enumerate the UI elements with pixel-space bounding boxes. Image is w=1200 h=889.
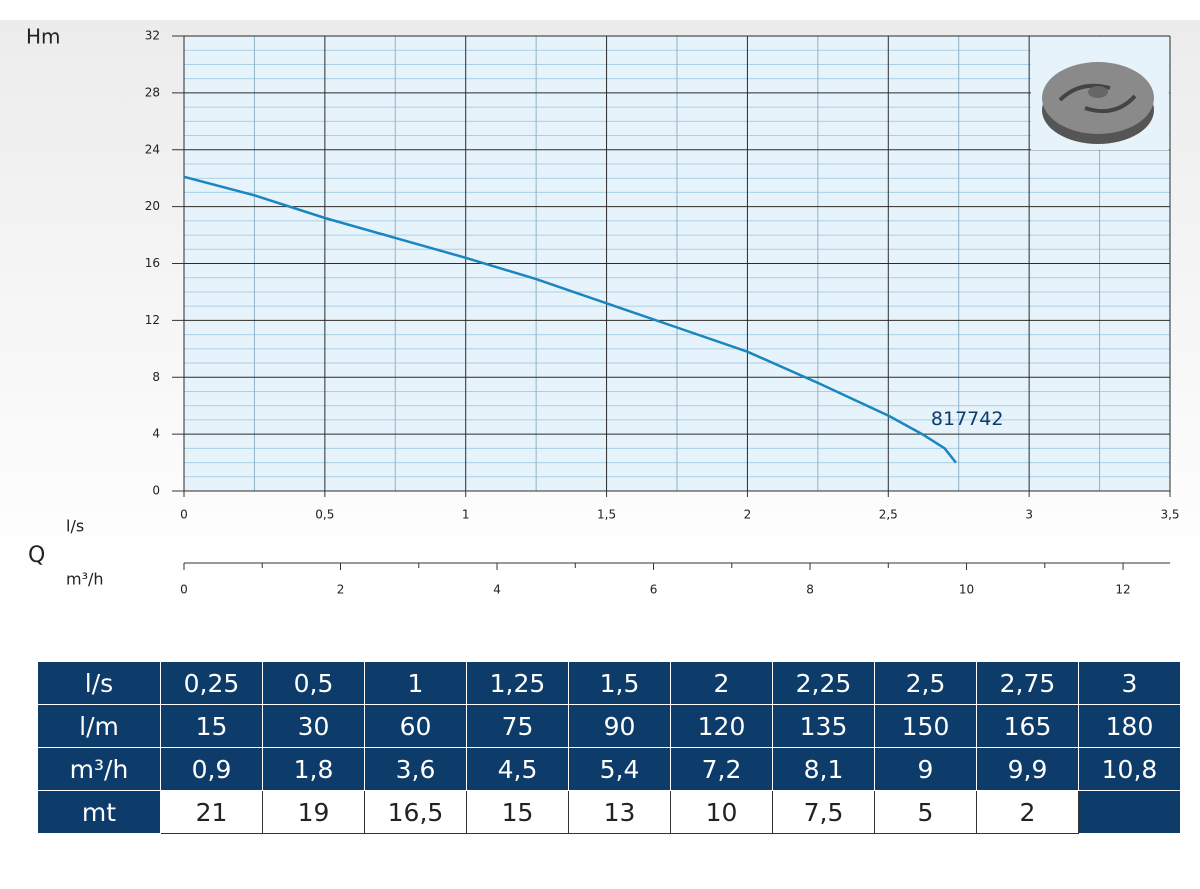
x-axis-label: l/s [66,517,84,536]
table-cell: 15 [466,790,569,834]
q-label: Q [28,543,45,568]
vanes [1058,83,1137,113]
x2-tick-label: 8 [806,583,814,597]
table-row: m³/h 0,9 1,8 3,6 4,5 5,4 7,2 8,1 9 9,9 10,8 [37,747,1181,791]
table-cell: 4,5 [466,747,569,791]
table-cell: 1,5 [568,661,671,705]
table-row: mt 21 19 16,5 15 13 10 7,5 5 2 [37,790,1181,834]
table-cell: 2,5 [874,661,977,705]
table-cell: 2 [976,790,1079,834]
x2-tick-label: 6 [650,583,658,597]
table-cell: 180 [1078,704,1181,748]
table-row: l/s 0,25 0,5 1 1,25 1,5 2 2,25 2,5 2,75 3 [37,661,1181,705]
x-tick-label: 0 [180,508,188,522]
x-tick-label: 1 [462,508,470,522]
x2-tick-label: 0 [180,583,188,597]
table-cell: 60 [364,704,467,748]
table-cell: 165 [976,704,1079,748]
y-tick-label: 24 [145,142,160,156]
table-cell: 13 [568,790,671,834]
table-cell: 90 [568,704,671,748]
y-tick-label: 12 [145,313,160,327]
table-cell: 135 [772,704,875,748]
table-cell: 15 [160,704,263,748]
x2-tick-label: 4 [493,583,501,597]
y-axis-label: Hm [26,25,61,49]
table-cell: 2 [670,661,773,705]
table-cell: 75 [466,704,569,748]
x2-tick-label: 2 [337,583,345,597]
table-cell: 150 [874,704,977,748]
table-cell: 8,1 [772,747,875,791]
table-cell: 1 [364,661,467,705]
table-cell: 3 [1078,661,1181,705]
y-tick-label: 20 [145,199,160,213]
x2-tick-label: 12 [1115,583,1130,597]
table-cell: 5 [874,790,977,834]
table-cell: 9 [874,747,977,791]
table-cell: 5,4 [568,747,671,791]
row-header: mt [37,790,161,834]
table-cell: 16,5 [364,790,467,834]
data-table: l/s 0,25 0,5 1 1,25 1,5 2 2,25 2,5 2,75 3 l/m 15 30 60… [37,661,1181,834]
table-cell: 1,25 [466,661,569,705]
table-row: l/m 15 30 60 75 90 120 135 150 165 180 [37,704,1181,748]
table-cell: 19 [262,790,365,834]
row-header: m³/h [37,747,161,791]
table-cell: 7,5 [772,790,875,834]
table-cell: 3,6 [364,747,467,791]
y-tick-label: 0 [152,484,160,498]
x2-tick-label: 10 [959,583,974,597]
table-cell: 0,25 [160,661,263,705]
series-label: 817742 [931,408,1004,430]
row-header: l/m [37,704,161,748]
row-header: l/s [37,661,161,705]
x-tick-label: 0,5 [315,508,334,522]
table-cell: 10,8 [1078,747,1181,791]
table-cell: 2,75 [976,661,1079,705]
y-tick-label: 4 [152,427,160,441]
y-tick-label: 28 [145,85,160,99]
curve [183,175,957,464]
y-tick-label: 32 [145,29,160,43]
x-tick-label: 2 [744,508,752,522]
table-cell: 120 [670,704,773,748]
y-tick-label: 8 [152,370,160,384]
impeller-image [1031,37,1169,150]
empty-cell [1078,790,1181,834]
table-cell: 0,9 [160,747,263,791]
table-cell: 1,8 [262,747,365,791]
table-cell: 0,5 [262,661,365,705]
x-tick-label: 3,5 [1160,508,1179,522]
y-tick-label: 16 [145,256,160,270]
x-tick-label: 2,5 [879,508,898,522]
table-cell: 2,25 [772,661,875,705]
x2-axis-label: m³/h [66,570,104,589]
table-cell: 30 [262,704,365,748]
table-cell: 21 [160,790,263,834]
x-tick-label: 3 [1025,508,1033,522]
x-tick-label: 1,5 [597,508,616,522]
table-cell: 7,2 [670,747,773,791]
table-cell: 9,9 [976,747,1079,791]
hub [1088,86,1108,98]
table-cell: 10 [670,790,773,834]
